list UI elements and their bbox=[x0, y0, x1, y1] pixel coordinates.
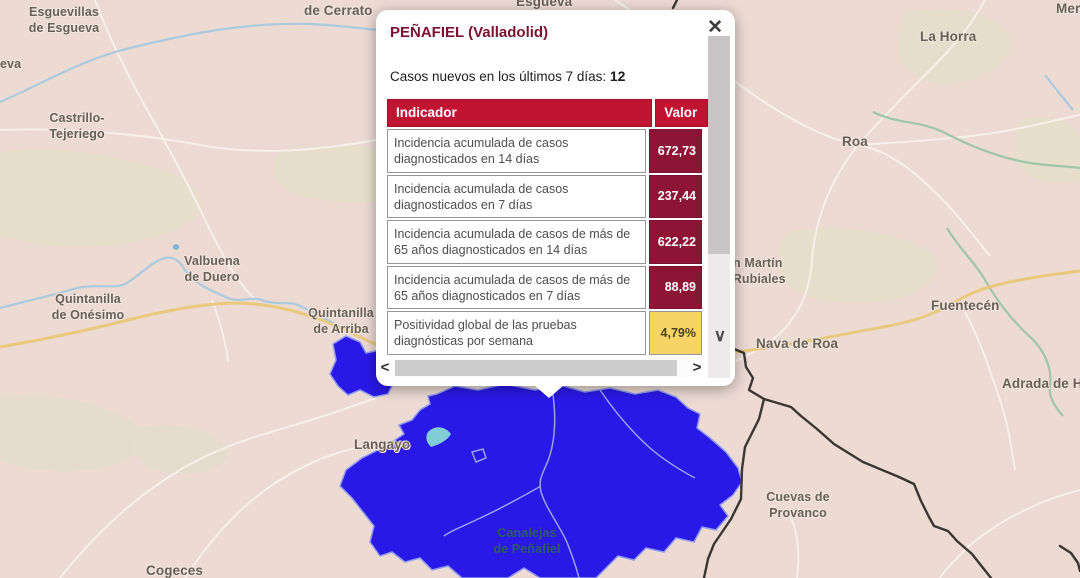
map-label-adrada-de-haza: Adrada de Haza bbox=[1002, 376, 1080, 391]
chevron-down-icon[interactable]: ∨ bbox=[713, 326, 727, 345]
indicator-value: 88,89 bbox=[649, 265, 702, 309]
table-row: Incidencia acumulada de casos de más de … bbox=[387, 265, 708, 309]
table-row: Incidencia acumulada de casos diagnostic… bbox=[387, 174, 708, 218]
major-roads bbox=[0, 269, 1080, 354]
indicator-value: 88,89% bbox=[649, 356, 702, 357]
map-label-nava-de-roa: Nava de Roa bbox=[756, 336, 839, 351]
indicator-label: Positividad global de las pruebas diagnó… bbox=[387, 311, 646, 355]
map-label-merc: Merc bbox=[1056, 1, 1080, 16]
indicator-value: 4,79% bbox=[649, 311, 702, 355]
map-label-canalejas-de-penafiel: Canalejas de Peñafiel bbox=[493, 526, 561, 557]
map-label-quintanilla-de-onesimo: Quintanilla de Onésimo bbox=[51, 292, 125, 323]
table-header-row: Indicador Valor bbox=[387, 99, 708, 127]
table-row: Positividad global de las pruebas diagnó… bbox=[387, 311, 708, 355]
header-indicator: Indicador bbox=[387, 99, 653, 127]
indicator-value: 237,44 bbox=[649, 174, 702, 218]
vertical-scrollbar[interactable] bbox=[708, 36, 730, 378]
map-label-eva: eva bbox=[0, 57, 22, 71]
new-cases-line: Casos nuevos en los últimos 7 días: 12 bbox=[390, 68, 625, 84]
horizontal-scrollbar[interactable]: < > bbox=[378, 358, 708, 378]
map-label-castrillo-tejeriego: Castrillo- Tejeriego bbox=[49, 111, 105, 142]
province-boundary bbox=[671, 0, 1080, 578]
popup-pointer bbox=[534, 385, 564, 398]
indicator-value: 622,22 bbox=[649, 220, 702, 264]
indicator-label: Incidencia acumulada de casos diagnostic… bbox=[387, 129, 646, 173]
map-label-esguevillas: Esguevillas de Esgueva bbox=[28, 5, 100, 36]
header-value: Valor bbox=[655, 99, 708, 127]
small-pond bbox=[173, 244, 179, 250]
map-label-quintanilla-de-arriba: Quintanilla de Arriba bbox=[308, 306, 374, 337]
indicator-label: Incidencia acumulada de casos diagnostic… bbox=[387, 174, 646, 218]
map-label-langayo: Langayo bbox=[354, 437, 411, 452]
indicators-table: Indicador Valor Incidencia acumulada de … bbox=[387, 99, 708, 357]
map-label-cogeces: Cogeces bbox=[146, 563, 203, 578]
table-row: Incidencia acumulada de casos diagnostic… bbox=[387, 129, 708, 173]
vertical-scrollbar-thumb[interactable] bbox=[708, 36, 730, 254]
map-label-esgueva: Esgueva bbox=[516, 0, 573, 9]
municipal-inner-borders bbox=[443, 387, 696, 578]
table-row: Porcentaje de casos con trazabilidad 88,… bbox=[387, 356, 708, 357]
table-body: Incidencia acumulada de casos diagnostic… bbox=[387, 129, 708, 357]
indicator-label: Incidencia acumulada de casos de más de … bbox=[387, 265, 646, 309]
rivers bbox=[0, 22, 1074, 332]
close-icon[interactable]: ✕ bbox=[707, 17, 723, 38]
map-label-la-horra: La Horra bbox=[920, 29, 977, 44]
map-label-valbuena-de-duero: Valbuena de Duero bbox=[184, 254, 240, 285]
popup-title: PEÑAFIEL (Valladolid) bbox=[390, 24, 549, 41]
horizontal-scrollbar-track[interactable] bbox=[394, 359, 688, 377]
map-label-fuentecen: Fuentecén bbox=[931, 298, 1000, 313]
horizontal-scrollbar-thumb[interactable] bbox=[395, 360, 677, 376]
new-cases-value: 12 bbox=[609, 68, 626, 84]
indicator-value: 672,73 bbox=[649, 129, 702, 173]
scroll-right-arrow-icon[interactable]: > bbox=[692, 359, 702, 376]
indicator-label: Porcentaje de casos con trazabilidad bbox=[387, 356, 646, 357]
terrain-patches bbox=[0, 9, 1080, 475]
map-label-de-cerrato: de Cerrato bbox=[304, 3, 373, 18]
green-rivers bbox=[872, 111, 1080, 417]
table-row: Incidencia acumulada de casos de más de … bbox=[387, 220, 708, 264]
map-label-roa: Roa bbox=[842, 134, 868, 149]
map-label-cuevas-de-provanco: Cuevas de Provanco bbox=[766, 490, 830, 521]
new-cases-label: Casos nuevos en los últimos 7 días: bbox=[390, 69, 610, 84]
scroll-left-arrow-icon[interactable]: < bbox=[380, 359, 390, 376]
region-info-popup: ✕ PEÑAFIEL (Valladolid) Casos nuevos en … bbox=[376, 10, 735, 398]
reservoir-lake bbox=[426, 427, 451, 447]
indicator-label: Incidencia acumulada de casos de más de … bbox=[387, 220, 646, 264]
